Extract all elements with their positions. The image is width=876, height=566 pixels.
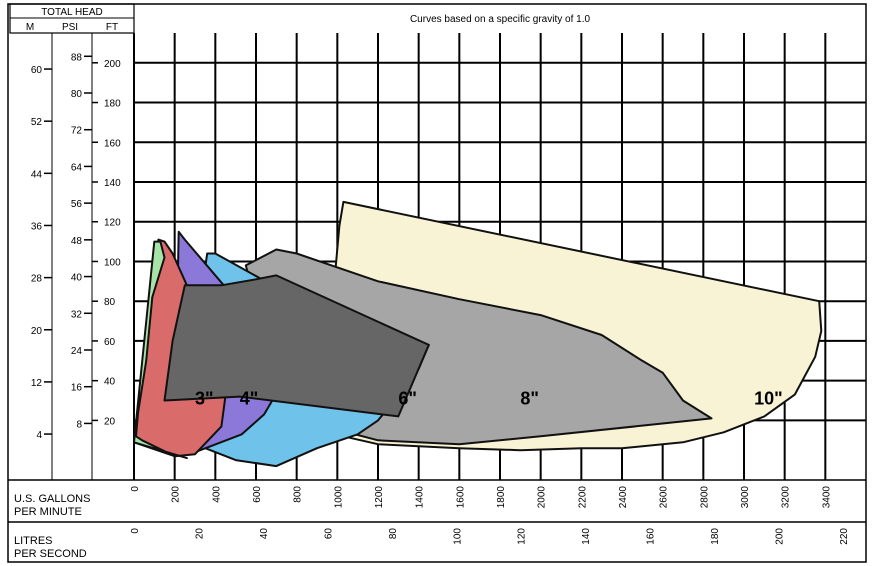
psi-tick-label: 64 — [71, 162, 83, 173]
column-ft-label: FT — [106, 22, 118, 33]
lps-tick-label: 140 — [581, 528, 592, 545]
pump-size-label: 10" — [754, 389, 783, 409]
m-tick-label: 28 — [31, 274, 43, 285]
total-head-label: TOTAL HEAD — [41, 7, 103, 18]
lps-axis-label-line1: LITRES — [14, 535, 53, 547]
pump-regions — [133, 200, 823, 468]
gpm-tick-label: 600 — [252, 486, 263, 503]
gpm-tick-label: 3400 — [821, 486, 832, 509]
gpm-tick-label: 3000 — [740, 486, 751, 509]
m-tick-label: 20 — [31, 326, 43, 337]
lps-tick-label: 100 — [452, 528, 463, 545]
ft-tick-label: 80 — [104, 297, 116, 308]
lps-tick-label: 160 — [646, 528, 657, 545]
gpm-tick-label: 200 — [171, 486, 182, 503]
ft-tick-label: 200 — [104, 59, 121, 70]
gpm-tick-label: 3200 — [781, 486, 792, 509]
psi-tick-label: 88 — [71, 52, 83, 63]
gpm-tick-label: 1200 — [374, 486, 385, 509]
m-tick-label: 36 — [31, 221, 43, 232]
lps-tick-label: 180 — [710, 528, 721, 545]
gpm-axis: 0 200 400 600 800 1000 1200 1400 1600 1800 2000 220… — [130, 486, 832, 509]
lps-axis-label-line2: PER SECOND — [14, 548, 87, 560]
column-m-label: M — [26, 22, 34, 33]
chart-frame — [7, 3, 867, 563]
ft-tick-label: 40 — [104, 377, 116, 388]
gpm-tick-label: 1000 — [333, 486, 344, 509]
ft-tick-label: 20 — [104, 416, 116, 427]
ft-tick-label: 140 — [104, 178, 121, 189]
lps-axis: 0 20 40 60 80 100 120 140 160 180 200 220 — [130, 528, 850, 545]
gpm-tick-label: 1400 — [415, 486, 426, 509]
lps-tick-label: 120 — [517, 528, 528, 545]
psi-tick-label: 24 — [71, 346, 83, 357]
pump-size-label: 3" — [195, 389, 214, 409]
lps-tick-label: 0 — [130, 528, 141, 534]
m-tick-label: 60 — [31, 65, 43, 76]
pump-size-label: 6" — [398, 389, 417, 409]
lps-tick-label: 200 — [775, 528, 786, 545]
gpm-tick-label: 1800 — [496, 486, 507, 509]
ft-tick-label: 60 — [104, 337, 116, 348]
column-psi-label: PSI — [62, 22, 78, 33]
ft-tick-label: 160 — [104, 138, 121, 149]
m-tick-label: 52 — [31, 117, 43, 128]
m-tick-label: 4 — [36, 430, 42, 441]
ft-axis: 20 40 60 80 100 120 140 160 180 200 — [92, 59, 121, 427]
psi-tick-label: 48 — [71, 236, 83, 247]
psi-tick-label: 16 — [71, 383, 83, 394]
lps-tick-label: 80 — [388, 528, 399, 540]
gpm-axis-label-line1: U.S. GALLONS — [14, 493, 90, 505]
psi-tick-label: 72 — [71, 126, 83, 137]
m-tick-label: 44 — [31, 169, 43, 180]
psi-tick-label: 32 — [71, 309, 83, 320]
pump-size-label: 8" — [520, 389, 539, 409]
gpm-tick-label: 2000 — [537, 486, 548, 509]
header-block: TOTAL HEAD M PSI FT Curves based on a sp… — [9, 3, 591, 34]
pump-size-labels: 3" 4" 6" 8" 10" — [195, 389, 783, 409]
ft-tick-label: 100 — [104, 257, 121, 268]
specific-gravity-note: Curves based on a specific gravity of 1.… — [410, 14, 591, 25]
psi-tick-label: 80 — [71, 89, 83, 100]
overlap-region — [163, 274, 430, 418]
psi-tick-label: 8 — [76, 419, 82, 430]
m-tick-label: 12 — [31, 378, 43, 389]
gpm-tick-label: 1600 — [455, 486, 466, 509]
gpm-tick-label: 800 — [293, 486, 304, 503]
gpm-tick-label: 2800 — [699, 486, 710, 509]
pump-size-label: 4" — [240, 389, 259, 409]
m-axis: 4 12 20 28 36 44 52 60 — [31, 65, 52, 441]
gpm-tick-label: 2400 — [618, 486, 629, 509]
pump-region-2-inch — [133, 240, 188, 460]
gpm-tick-label: 400 — [211, 486, 222, 503]
ft-tick-label: 120 — [104, 218, 121, 229]
ft-tick-label: 180 — [104, 99, 121, 110]
gpm-tick-label: 0 — [130, 486, 141, 492]
lps-tick-label: 20 — [194, 528, 205, 540]
psi-axis: 8 16 24 32 40 48 56 64 72 80 88 — [71, 52, 92, 430]
lps-tick-label: 220 — [839, 528, 850, 545]
lps-tick-label: 40 — [259, 528, 270, 540]
psi-tick-label: 56 — [71, 199, 83, 210]
psi-tick-label: 40 — [71, 273, 83, 284]
gpm-tick-label: 2200 — [577, 486, 588, 509]
lps-tick-label: 60 — [323, 528, 334, 540]
gpm-axis-label-line2: PER MINUTE — [14, 506, 82, 518]
gpm-tick-label: 2600 — [659, 486, 670, 509]
